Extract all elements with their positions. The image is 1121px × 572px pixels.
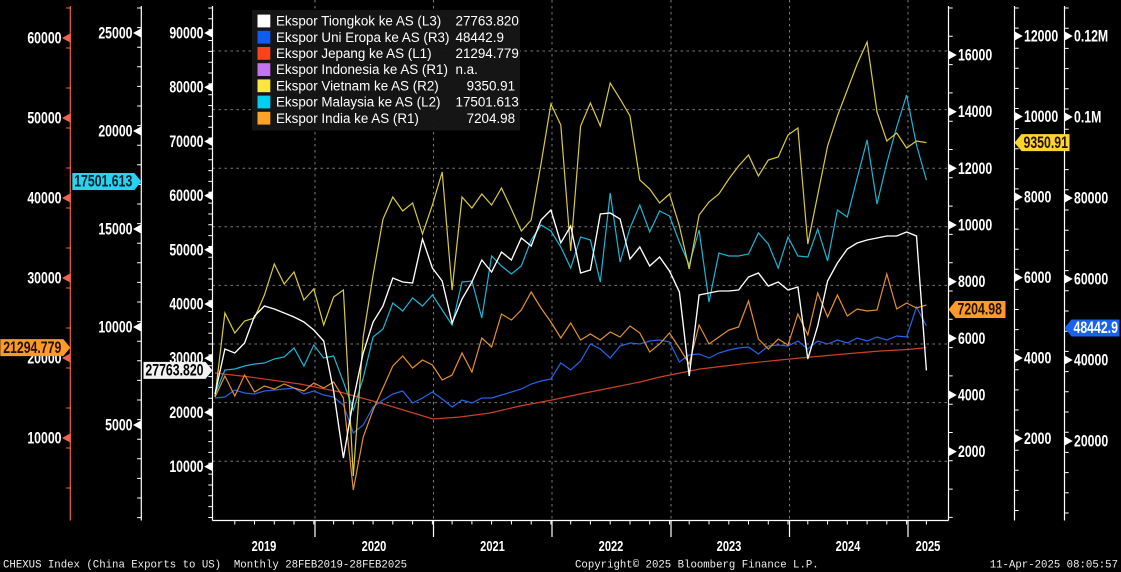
svg-text:Copyright© 2025 Bloomberg Fina: Copyright© 2025 Bloomberg Finance L.P. (575, 560, 819, 572)
svg-text:7204.98: 7204.98 (958, 301, 1002, 319)
svg-text:Ekspor Malaysia ke AS (L2): Ekspor Malaysia ke AS (L2) (276, 95, 440, 110)
svg-text:17501.613: 17501.613 (74, 173, 132, 191)
svg-text:4000: 4000 (958, 387, 985, 405)
svg-text:2023: 2023 (717, 537, 742, 554)
svg-text:70000: 70000 (169, 133, 203, 151)
svg-text:48442.9: 48442.9 (456, 30, 504, 45)
svg-text:5000: 5000 (105, 417, 132, 435)
svg-text:10000: 10000 (169, 459, 203, 477)
svg-text:40000: 40000 (1074, 352, 1108, 370)
svg-text:8000: 8000 (1024, 189, 1051, 207)
svg-text:8000: 8000 (958, 274, 985, 292)
svg-text:n.a.: n.a. (456, 62, 478, 77)
svg-text:2025: 2025 (916, 537, 941, 554)
svg-text:14000: 14000 (958, 104, 992, 122)
svg-text:21294.779: 21294.779 (456, 46, 519, 61)
svg-text:10000: 10000 (98, 319, 132, 337)
svg-text:27763.820: 27763.820 (145, 362, 203, 380)
svg-text:12000: 12000 (1024, 28, 1058, 46)
svg-text:10000: 10000 (1024, 108, 1058, 126)
svg-text:7204.98: 7204.98 (456, 111, 516, 126)
svg-text:2022: 2022 (599, 537, 624, 554)
svg-text:30000: 30000 (27, 270, 61, 288)
svg-text:11-Apr-2025 08:05:57: 11-Apr-2025 08:05:57 (990, 560, 1118, 572)
svg-text:2024: 2024 (836, 537, 861, 554)
svg-text:20000: 20000 (1074, 433, 1108, 451)
svg-text:15000: 15000 (98, 221, 132, 239)
svg-text:80000: 80000 (169, 79, 203, 97)
svg-text:9350.91: 9350.91 (1024, 134, 1068, 152)
svg-text:10000: 10000 (958, 217, 992, 235)
svg-text:CHEXUS Index (China Exports to: CHEXUS Index (China Exports to US) Month… (3, 560, 407, 572)
svg-text:21294.779: 21294.779 (3, 339, 61, 357)
svg-text:60000: 60000 (169, 188, 203, 206)
svg-text:12000: 12000 (958, 160, 992, 178)
svg-text:90000: 90000 (169, 25, 203, 43)
svg-text:2021: 2021 (480, 537, 505, 554)
svg-text:2020: 2020 (362, 537, 387, 554)
svg-text:2019: 2019 (252, 537, 277, 554)
svg-text:Ekspor Indonesia ke AS (R1): Ekspor Indonesia ke AS (R1) (276, 62, 448, 77)
svg-text:50000: 50000 (27, 110, 61, 128)
svg-text:Ekspor Jepang ke AS (L1): Ekspor Jepang ke AS (L1) (276, 46, 432, 61)
svg-text:Ekspor India ke AS (R1): Ekspor India ke AS (R1) (276, 111, 419, 126)
svg-text:Ekspor Vietnam ke AS (R2): Ekspor Vietnam ke AS (R2) (276, 78, 439, 93)
svg-text:17501.613: 17501.613 (456, 95, 519, 110)
svg-text:6000: 6000 (1024, 269, 1051, 287)
svg-text:9350.91: 9350.91 (456, 78, 516, 93)
svg-text:60000: 60000 (27, 30, 61, 48)
svg-text:80000: 80000 (1074, 190, 1108, 208)
svg-text:40000: 40000 (27, 190, 61, 208)
svg-text:50000: 50000 (169, 242, 203, 260)
svg-text:27763.820: 27763.820 (456, 14, 519, 29)
svg-text:6000: 6000 (958, 330, 985, 348)
svg-text:48442.9: 48442.9 (1074, 320, 1118, 338)
svg-text:25000: 25000 (98, 25, 132, 43)
svg-text:20000: 20000 (169, 404, 203, 422)
svg-text:4000: 4000 (1024, 350, 1051, 368)
svg-text:0.1M: 0.1M (1074, 109, 1101, 127)
svg-text:0.12M: 0.12M (1074, 28, 1108, 46)
svg-text:40000: 40000 (169, 296, 203, 314)
svg-text:Ekspor Uni Eropa ke AS (R3): Ekspor Uni Eropa ke AS (R3) (276, 30, 449, 45)
svg-text:2000: 2000 (1024, 430, 1051, 448)
svg-text:2000: 2000 (958, 444, 985, 462)
svg-text:10000: 10000 (27, 430, 61, 448)
svg-text:60000: 60000 (1074, 271, 1108, 289)
svg-text:20000: 20000 (98, 123, 132, 141)
svg-text:16000: 16000 (958, 47, 992, 65)
svg-text:Ekspor Tiongkok ke AS (L3): Ekspor Tiongkok ke AS (L3) (276, 14, 441, 29)
